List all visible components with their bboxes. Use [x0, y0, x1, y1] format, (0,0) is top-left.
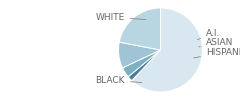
Wedge shape: [119, 42, 161, 68]
Wedge shape: [128, 50, 161, 81]
Text: ASIAN: ASIAN: [199, 38, 233, 47]
Text: WHITE: WHITE: [95, 13, 146, 22]
Wedge shape: [132, 8, 203, 92]
Text: BLACK: BLACK: [95, 76, 142, 85]
Text: HISPANIC: HISPANIC: [193, 48, 240, 58]
Wedge shape: [119, 8, 161, 50]
Text: A.I.: A.I.: [198, 29, 220, 40]
Wedge shape: [122, 50, 161, 77]
